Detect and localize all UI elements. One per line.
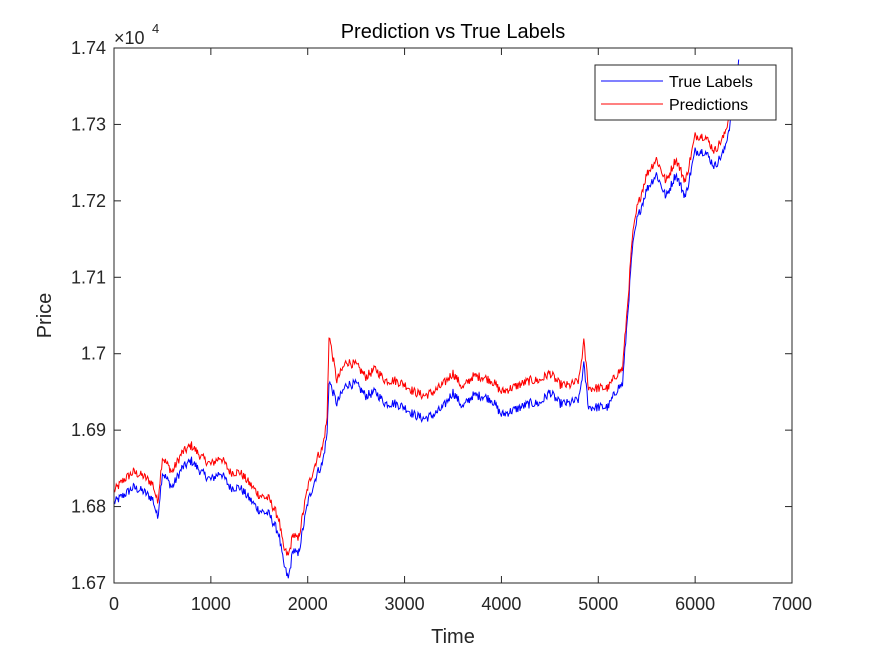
legend: True Labels Predictions: [594, 64, 777, 121]
x-tick-label: 4000: [481, 594, 521, 614]
legend-label-predictions: Predictions: [669, 97, 748, 114]
legend-label-true-labels: True Labels: [669, 74, 753, 91]
y-tick-label: 1.71: [71, 267, 106, 287]
y-tick-label: 1.69: [71, 420, 106, 440]
plot-area: [114, 48, 792, 583]
series-line-predictions: [113, 70, 740, 556]
x-tick-label: 1000: [191, 594, 231, 614]
y-tick-label: 1.72: [71, 191, 106, 211]
series-line-true-labels: [113, 59, 740, 579]
chart-title: Prediction vs True Labels: [341, 21, 566, 43]
x-tick-label: 2000: [288, 594, 328, 614]
y-tick-label: 1.67: [71, 573, 106, 593]
series-layer: [113, 59, 740, 579]
y-tick-label: 1.73: [71, 114, 106, 134]
ticks-layer: 0 1000 2000 3000 4000 5000 6000 7000 1.67 1.68 1.6…: [71, 38, 812, 614]
x-tick-label: 0: [109, 594, 119, 614]
y-axis-exponent-power: 4: [152, 21, 159, 36]
x-tick-label: 7000: [772, 594, 812, 614]
legend-box: [594, 64, 777, 121]
axes-frame: [113, 47, 793, 584]
y-axis-exponent-multiplier: ×10: [114, 28, 145, 48]
y-tick-label: 1.74: [71, 38, 106, 58]
x-tick-label: 6000: [675, 594, 715, 614]
x-tick-label: 5000: [578, 594, 618, 614]
y-tick-label: 1.68: [71, 497, 106, 517]
x-axis-label: Time: [431, 626, 475, 648]
y-tick-label: 1.7: [81, 344, 106, 364]
axes-layer: [113, 47, 793, 584]
x-tick-label: 3000: [385, 594, 425, 614]
y-axis-label: Price: [34, 293, 56, 339]
